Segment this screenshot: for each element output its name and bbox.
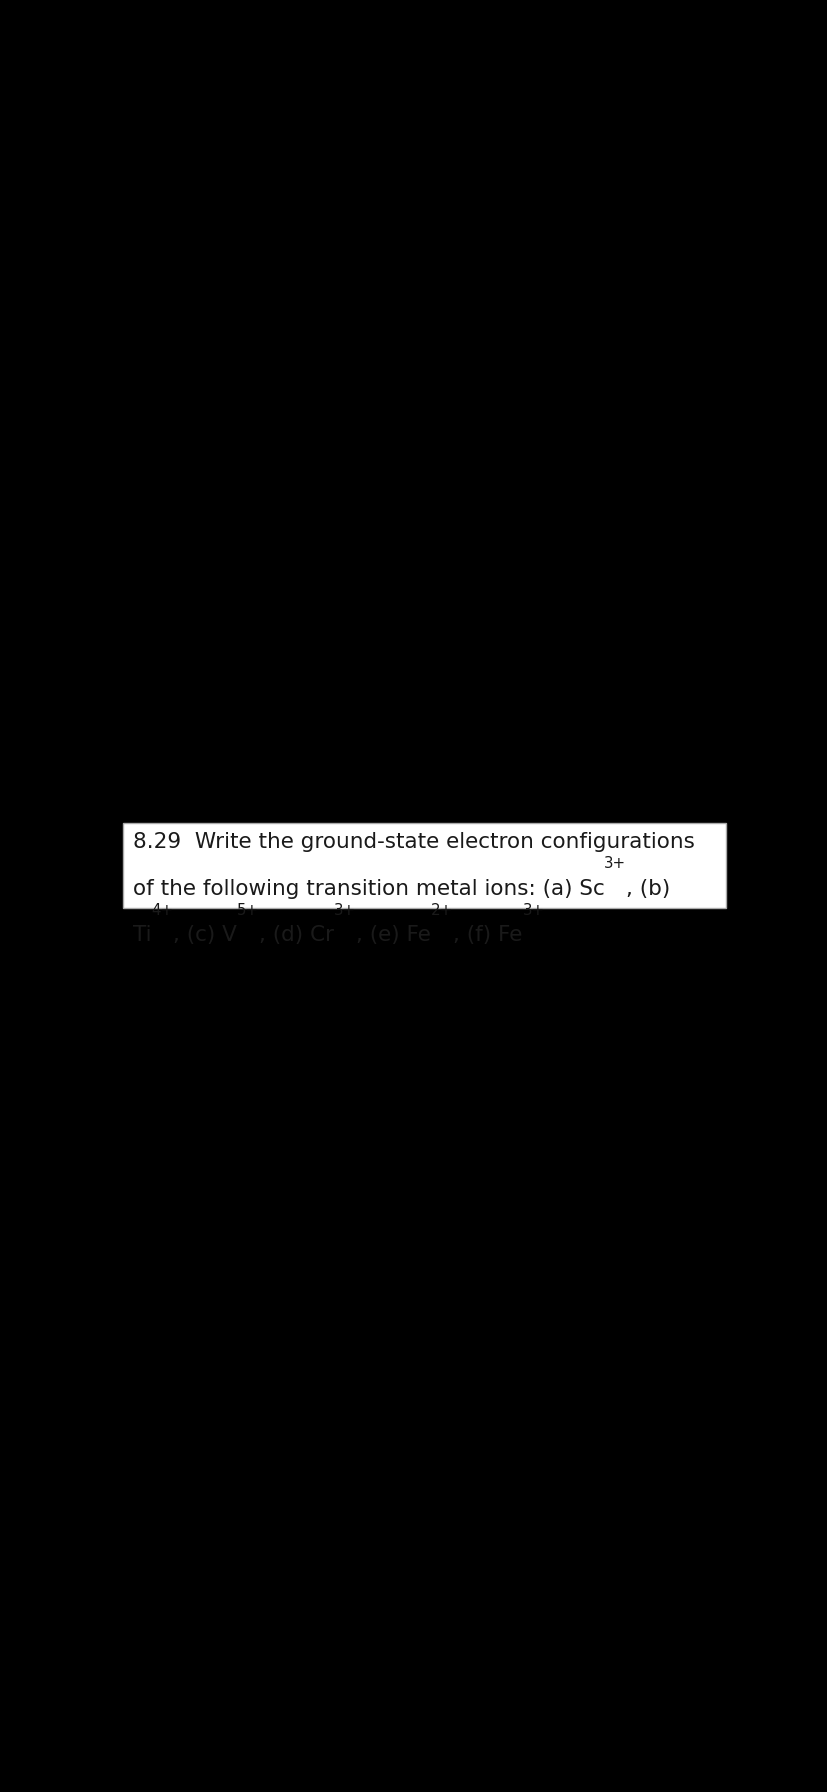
Text: 3+: 3+ <box>334 903 356 918</box>
Text: , (f) Fe: , (f) Fe <box>453 925 522 946</box>
FancyBboxPatch shape <box>122 823 725 909</box>
Text: , (e) Fe: , (e) Fe <box>356 925 431 946</box>
Text: 4+: 4+ <box>151 903 173 918</box>
Text: of the following transition metal ions: (a) Sc: of the following transition metal ions: … <box>132 878 604 898</box>
Text: , (b): , (b) <box>625 878 670 898</box>
Text: , (c) V: , (c) V <box>173 925 237 946</box>
Text: 3+: 3+ <box>522 903 544 918</box>
Text: , (d) Cr: , (d) Cr <box>259 925 334 946</box>
Text: 3+: 3+ <box>604 857 625 871</box>
Text: 5+: 5+ <box>237 903 259 918</box>
Text: 2+: 2+ <box>431 903 453 918</box>
Text: Ti: Ti <box>132 925 151 946</box>
Text: 8.29  Write the ground-state electron configurations: 8.29 Write the ground-state electron con… <box>132 831 694 851</box>
